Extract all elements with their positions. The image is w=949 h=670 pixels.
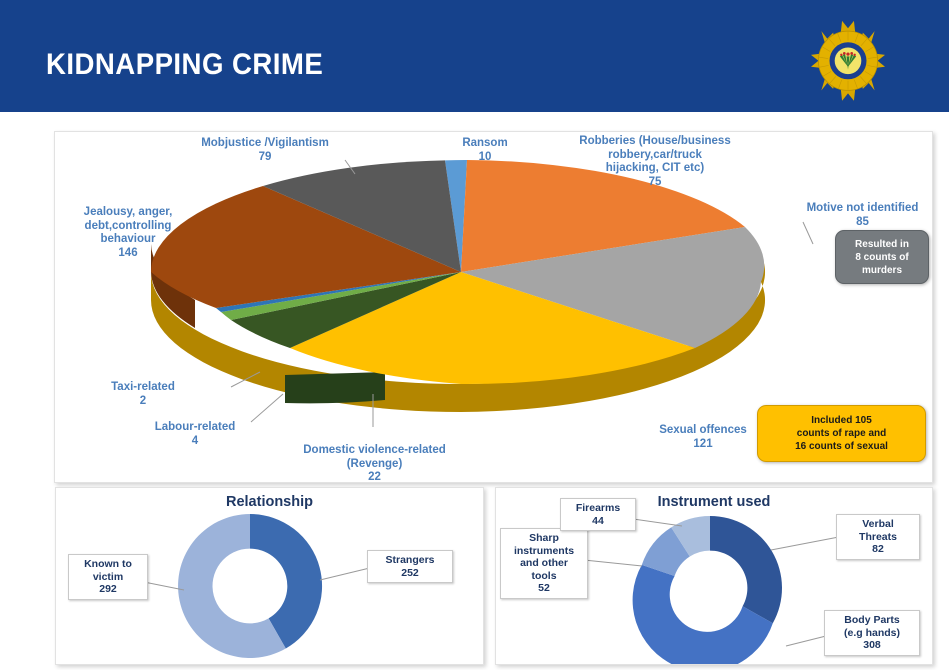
instrument-label-sharp-instruments: Sharp instruments and other tools 52	[500, 528, 588, 599]
rape-callout: Included 105 counts of rape and 16 count…	[757, 405, 926, 462]
motive-pie-card: Mobjustice /Vigilantism 79 Jealousy, ang…	[54, 131, 933, 483]
rape-callout-part-3: counts of rape and	[796, 428, 887, 439]
pie-label-mobjustice: Mobjustice /Vigilantism 79	[201, 137, 329, 163]
relationship-label-known-to-victim: Known to victim 292	[68, 554, 148, 600]
relationship-label-strangers: Strangers 252	[367, 550, 453, 583]
rape-callout-part-5: counts of sexual	[806, 441, 888, 452]
relationship-chart-title: Relationship	[225, 494, 313, 510]
pie-label-jealousy: Jealousy, anger, debt,controlling behavi…	[83, 206, 173, 259]
pie-label-domestic-violence: Domestic violence-related (Revenge) 22	[303, 444, 446, 483]
saps-badge-icon	[811, 20, 885, 101]
pie-label-labour-related: Labour-related 4	[154, 421, 236, 447]
slide-header: KIDNAPPING CRIME	[0, 0, 949, 112]
instrument-card: Instrument used Verbal Threats 82 Body P…	[495, 487, 933, 665]
pie-svg	[151, 159, 814, 427]
rape-callout-part-2: 105	[855, 415, 872, 426]
pie-label-taxi-related: Taxi-related 2	[111, 381, 175, 407]
instrument-label-verbal-threats: Verbal Threats 82	[836, 514, 920, 560]
rape-callout-part-1: Included	[811, 415, 856, 426]
instrument-label-body-parts: Body Parts (e.g hands) 308	[824, 610, 920, 656]
pie-label-sexual-offences: Sexual offences 121	[659, 424, 747, 450]
rape-callout-text: Included 105 counts of rape and 16 count…	[795, 414, 888, 453]
relationship-card: Relationship Strangers 252 Known to vict…	[55, 487, 484, 665]
motive-pie-chart: Mobjustice /Vigilantism 79 Jealousy, ang…	[55, 132, 932, 483]
pie-label-motive-not-identified: Motive not identified 85	[806, 202, 919, 228]
pie-label-ransom: Ransom 10	[462, 137, 508, 163]
page-title: KIDNAPPING CRIME	[46, 48, 324, 81]
instrument-donut-svg	[583, 516, 845, 664]
instrument-label-firearms: Firearms 44	[560, 498, 636, 531]
pie-slices	[151, 160, 765, 385]
leader-lines	[230, 159, 814, 427]
pie-label-robberies: Robberies (House/business robbery,car/tr…	[579, 135, 731, 188]
instrument-chart-title: Instrument used	[657, 494, 771, 510]
rape-callout-part-4: 16	[795, 441, 807, 452]
murders-callout: Resulted in 8 counts of murders	[835, 230, 929, 284]
